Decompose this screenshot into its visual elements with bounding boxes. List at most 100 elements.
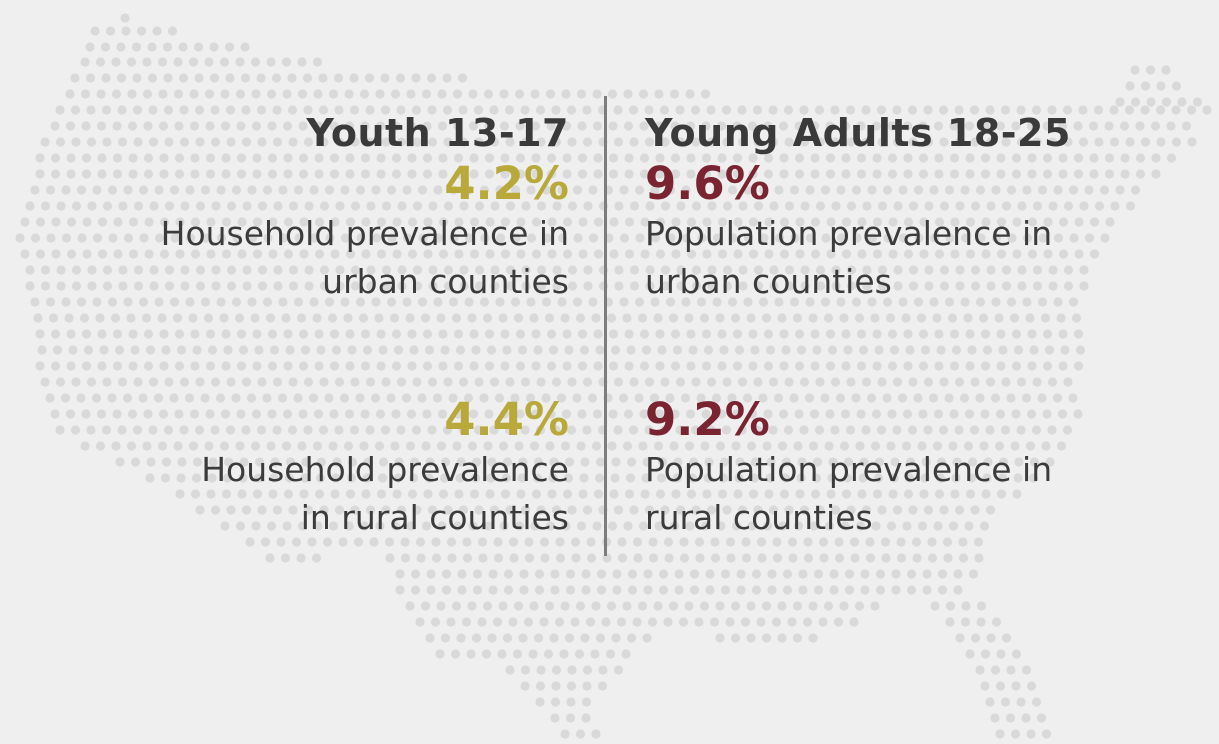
map-dot	[544, 601, 555, 611]
map-dot	[877, 265, 888, 275]
map-dot	[821, 233, 831, 243]
map-dot	[902, 121, 913, 131]
map-dot	[87, 281, 97, 291]
map-dot	[402, 185, 412, 195]
map-dot	[420, 601, 431, 611]
map-dot	[50, 409, 60, 419]
map-dot	[313, 89, 323, 99]
map-dot	[133, 137, 143, 147]
map-dot	[953, 569, 963, 579]
map-dot	[624, 329, 634, 339]
map-dot	[593, 361, 603, 371]
map-dot	[577, 153, 588, 163]
map-dot	[526, 297, 536, 307]
map-dot	[663, 617, 673, 627]
map-dot	[1140, 137, 1151, 147]
map-dot	[485, 489, 495, 499]
map-dot	[815, 265, 826, 275]
map-dot	[508, 537, 519, 547]
map-dot	[514, 441, 524, 451]
map-dot	[706, 137, 717, 147]
map-dot	[350, 137, 360, 147]
map-dot	[359, 89, 370, 99]
map-dot	[715, 601, 725, 611]
map-dot	[97, 217, 108, 227]
map-dot	[316, 345, 326, 355]
map-dot	[720, 585, 731, 595]
map-dot	[443, 137, 453, 147]
map-dot	[149, 201, 159, 211]
map-dot	[566, 697, 576, 707]
map-dot	[81, 153, 92, 163]
map-dot	[691, 505, 701, 515]
map-dot	[867, 297, 877, 307]
map-dot	[536, 281, 547, 291]
map-dot	[118, 281, 128, 291]
column-divider	[604, 96, 607, 556]
map-dot	[753, 505, 763, 515]
map-dot	[896, 537, 906, 547]
map-dot	[190, 217, 201, 227]
map-dot	[195, 505, 205, 515]
map-dot	[194, 105, 205, 115]
map-dot	[792, 601, 803, 611]
map-dot	[366, 201, 376, 211]
map-dot	[777, 601, 787, 611]
map-dot	[299, 489, 309, 499]
map-dot	[737, 505, 748, 515]
map-dot	[808, 441, 819, 451]
map-dot	[856, 153, 867, 163]
map-dot	[742, 393, 753, 403]
map-dot	[314, 489, 325, 499]
map-dot	[608, 361, 619, 371]
map-dot	[546, 153, 557, 163]
youth-rural-value: 4.4%	[444, 393, 569, 446]
map-dot	[711, 393, 722, 403]
map-dot	[128, 217, 139, 227]
map-dot	[453, 329, 464, 339]
map-dot	[422, 409, 432, 419]
map-dot	[443, 505, 453, 515]
map-dot	[706, 425, 716, 435]
map-dot	[1044, 345, 1055, 355]
map-dot	[15, 233, 25, 243]
map-dot	[365, 137, 376, 147]
map-dot	[777, 441, 788, 451]
map-dot	[118, 201, 128, 211]
map-dot	[970, 137, 980, 147]
map-dot	[759, 233, 769, 243]
map-dot	[204, 57, 214, 67]
map-dot	[127, 121, 138, 131]
map-dot	[179, 105, 189, 115]
map-dot	[222, 473, 233, 483]
map-dot	[353, 537, 364, 547]
map-dot	[61, 297, 71, 307]
map-dot	[784, 201, 795, 211]
map-dot	[339, 393, 350, 403]
map-dot	[654, 409, 665, 419]
map-dot	[649, 393, 660, 403]
map-dot	[458, 377, 469, 387]
map-dot	[304, 201, 314, 211]
map-dot	[623, 409, 634, 419]
map-dot	[56, 265, 66, 275]
map-dot	[719, 345, 729, 355]
map-dot	[77, 233, 87, 243]
map-dot	[530, 409, 541, 419]
map-dot	[1187, 137, 1197, 147]
map-dot	[498, 441, 509, 451]
map-dot	[355, 297, 366, 307]
map-dot	[221, 217, 232, 227]
map-dot	[121, 26, 131, 36]
map-dot	[939, 505, 949, 515]
map-dot	[175, 217, 185, 227]
map-dot	[810, 329, 820, 339]
map-dot	[928, 393, 939, 403]
map-dot	[30, 185, 40, 195]
map-dot	[340, 297, 350, 307]
map-dot	[903, 217, 914, 227]
map-dot	[1125, 201, 1136, 211]
map-dot	[37, 345, 47, 355]
map-dot	[902, 409, 913, 419]
adults-urban-desc-line2: urban counties	[645, 262, 892, 301]
